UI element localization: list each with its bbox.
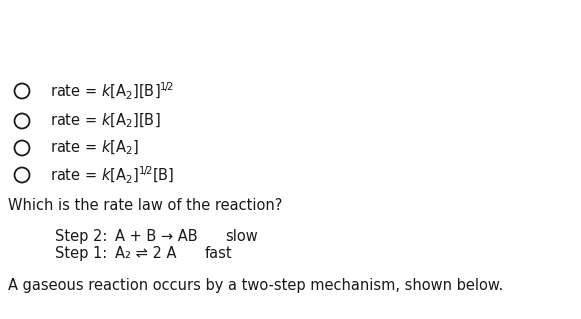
Text: rate = $k$[A$_2$][B]$^{\mathsf{1\!/\!2}}$: rate = $k$[A$_2$][B]$^{\mathsf{1\!/\!2}}…	[50, 80, 174, 101]
Text: A + B → AB: A + B → AB	[115, 229, 198, 244]
Text: Step 1:: Step 1:	[55, 246, 107, 261]
Text: A gaseous reaction occurs by a two-step mechanism, shown below.: A gaseous reaction occurs by a two-step …	[8, 278, 503, 293]
Text: fast: fast	[205, 246, 232, 261]
Text: rate = $k$[A$_2$]$^{\mathsf{1\!/\!2}}$[B]: rate = $k$[A$_2$]$^{\mathsf{1\!/\!2}}$[B…	[50, 165, 174, 186]
Text: rate = $k$[A$_2$]: rate = $k$[A$_2$]	[50, 139, 139, 157]
Text: Step 2:: Step 2:	[55, 229, 107, 244]
Text: A₂ ⇌ 2 A: A₂ ⇌ 2 A	[115, 246, 177, 261]
Text: rate = $k$[A$_2$][B]: rate = $k$[A$_2$][B]	[50, 112, 160, 130]
Text: Which is the rate law of the reaction?: Which is the rate law of the reaction?	[8, 198, 282, 213]
Text: slow: slow	[225, 229, 258, 244]
